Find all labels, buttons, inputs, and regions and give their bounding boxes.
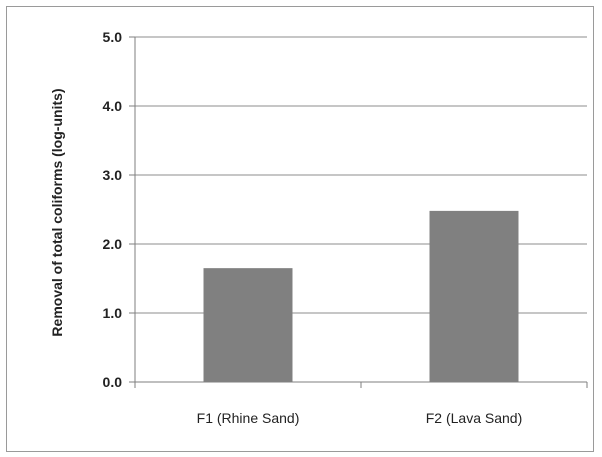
y-axis-label: Removal of total coliforms (log-units) (49, 88, 65, 336)
y-tick-label: 0.0 (103, 374, 123, 390)
bar (203, 268, 293, 382)
bars (203, 210, 519, 382)
axes (129, 36, 588, 388)
x-tick-labels: F1 (Rhine Sand) F2 (Lava Sand) (197, 410, 523, 426)
y-tick-label: 2.0 (103, 236, 123, 252)
y-tick-label: 4.0 (103, 98, 123, 114)
y-tick-label: 5.0 (103, 29, 123, 45)
y-tick-labels: 0.0 1.0 2.0 3.0 4.0 5.0 (103, 29, 123, 390)
y-tick-label: 1.0 (103, 305, 123, 321)
x-tick-label: F1 (Rhine Sand) (197, 410, 300, 426)
y-tick-label: 3.0 (103, 167, 123, 183)
bar (429, 210, 519, 382)
gridlines (135, 36, 587, 314)
x-tick-label: F2 (Lava Sand) (426, 410, 523, 426)
